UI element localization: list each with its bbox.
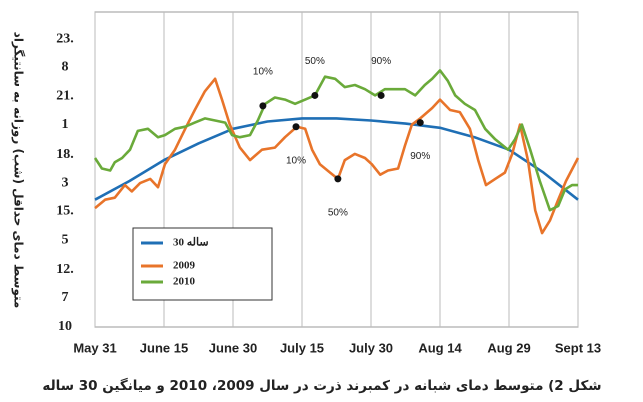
y-tick-label: 5 xyxy=(62,233,69,248)
annotation-label: 50% xyxy=(328,208,348,219)
x-tick-label: June 30 xyxy=(209,340,257,355)
y-tick-label: 21. xyxy=(56,89,74,104)
y-tick-label: 8 xyxy=(62,60,69,75)
x-tick-label: Sept 13 xyxy=(555,340,601,355)
x-tick-label: Aug 29 xyxy=(487,340,530,355)
x-tick-label: July 15 xyxy=(280,340,324,355)
legend-label: 2009 xyxy=(173,260,196,272)
line-series xyxy=(94,77,580,235)
annotation-dot xyxy=(416,119,424,127)
annotation-label: 10% xyxy=(286,155,306,166)
y-axis-label: متوسط دمای حداقل (شب) روزانه به سانتیگرا… xyxy=(11,32,26,309)
legend-label: 30 ساله xyxy=(173,237,209,249)
x-tick-label: Aug 14 xyxy=(418,340,462,355)
x-tick-label: July 30 xyxy=(349,340,393,355)
annotation-label: 90% xyxy=(410,151,430,162)
annotation-label: 10% xyxy=(253,67,273,78)
annotation-dot xyxy=(377,91,385,99)
y-tick-label: 1 xyxy=(62,117,69,132)
line-series xyxy=(93,69,578,212)
y-tick-label: 10 xyxy=(58,319,72,334)
annotation-label: 90% xyxy=(371,56,391,67)
caption: شکل 2) متوسط دمای شبانه در کمبرند ذرت در… xyxy=(42,377,601,394)
annotation-label: 50% xyxy=(305,56,325,67)
legend-label: 2010 xyxy=(173,276,196,288)
x-tick-label: June 15 xyxy=(140,340,188,355)
y-tick-label: 15. xyxy=(56,203,74,218)
annotation-dot xyxy=(334,175,342,183)
annotation-dot xyxy=(259,102,267,110)
y-tick-label: 3 xyxy=(62,175,69,190)
annotation-dot xyxy=(292,123,300,131)
y-tick-label: 12. xyxy=(56,262,74,277)
line-series xyxy=(94,117,579,201)
y-tick-label: 7 xyxy=(62,290,69,305)
annotation-dot xyxy=(311,91,319,99)
y-tick-label: 18. xyxy=(56,147,74,162)
legend-box xyxy=(132,227,273,301)
y-tick-label: 23. xyxy=(56,31,74,46)
x-tick-label: May 31 xyxy=(73,340,116,355)
